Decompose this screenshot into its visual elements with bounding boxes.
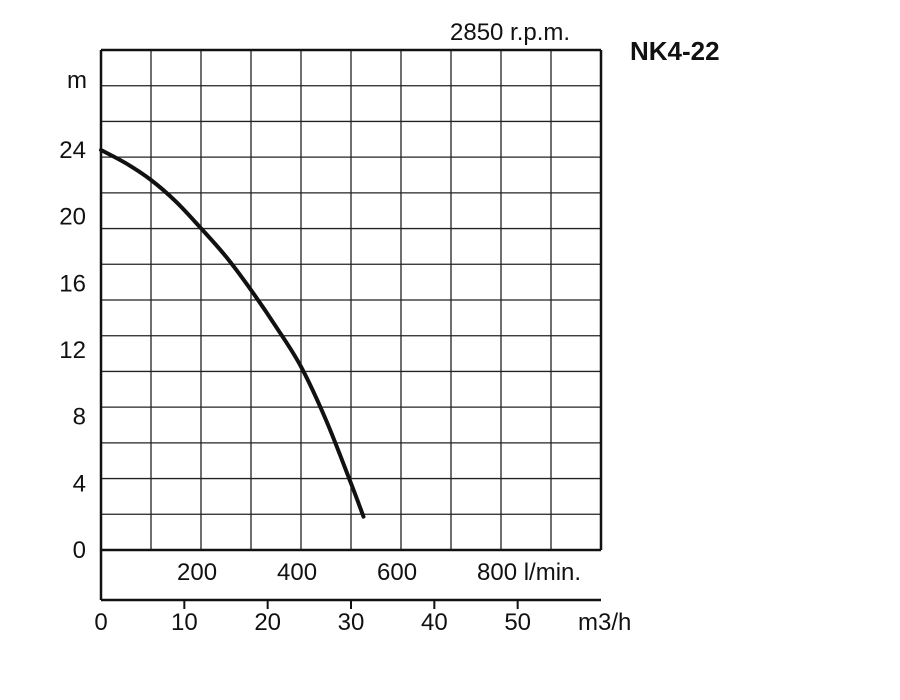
grid [101,50,601,550]
chart-subtitle: 2850 r.p.m. [450,19,570,46]
x-tick-label-m3h: 40 [421,609,448,636]
curve-layer [99,148,366,519]
y-tick-label: 0 [73,537,86,564]
y-tick-label: 20 [59,204,86,231]
y-tick-label: 16 [59,270,86,297]
y-axis-label: m [67,67,87,94]
x-axis-label-m3h: m3/h [578,609,631,636]
x-tick-label-lmin: 600 [377,559,417,586]
x-tick-label-m3h: 30 [338,609,365,636]
pump-curve-line [99,148,366,519]
x-tick-label-m3h: 50 [504,609,531,636]
x-tick-label-m3h: 20 [254,609,281,636]
y-tick-label: 4 [73,470,86,497]
y-tick-label: 24 [59,137,86,164]
y-tick-label: 8 [73,404,86,431]
y-ticks: 0 4 8 12 16 20 24 [59,137,86,564]
y-tick-label: 12 [59,337,86,364]
x-tick-label-lmin: 400 [277,559,317,586]
x-tick-label-m3h: 10 [171,609,198,636]
x-tick-label-lmin: 200 [177,559,217,586]
x-ticks: 0 10 20 30 40 50 200 400 600 800 l/min. [94,559,581,636]
x-tick-label-m3h: 0 [94,609,107,636]
x-tick-label-lmin: 800 l/min. [477,559,581,586]
chart-title: NK4-22 [630,36,720,66]
